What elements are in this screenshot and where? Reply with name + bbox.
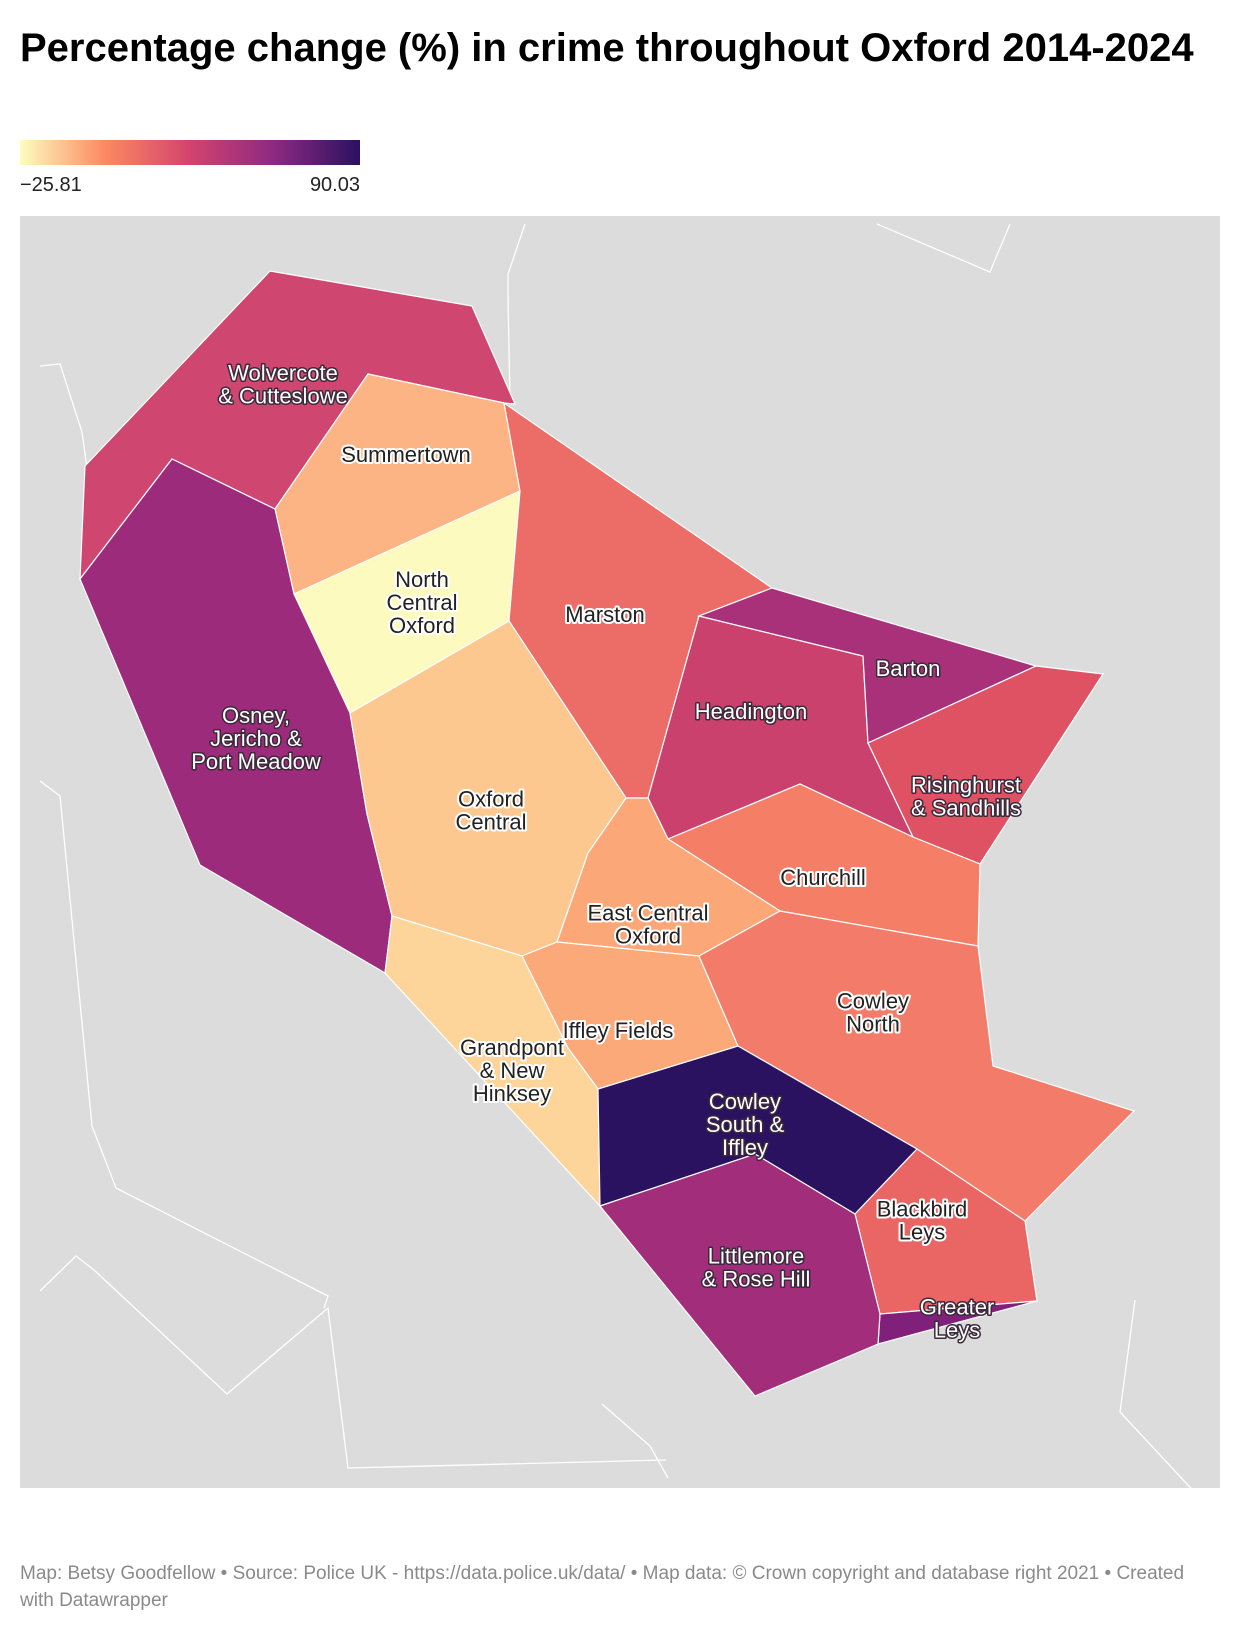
ward-label-cowley-south: Cowley South & Iffley: [706, 1089, 785, 1160]
map-title: Percentage change (%) in crime throughou…: [20, 26, 1194, 70]
ward-label-east-central: East Central Oxford: [587, 901, 708, 949]
ward-label-line: & Sandhills: [911, 796, 1021, 821]
ward-label-line: & Rose Hill: [702, 1267, 811, 1292]
ward-label-barton: Barton: [876, 656, 941, 681]
ward-label-line: East Central: [587, 901, 708, 926]
ward-label-blackbird-leys: Blackbird Leys: [877, 1197, 967, 1245]
ward-label-line: Central: [456, 810, 527, 835]
footer-created: • Created with Datawrapper: [20, 1563, 1185, 1611]
surrounding-boundaries: [39, 223, 1192, 1488]
map-footer: Map: Betsy Goodfellow • Source: Police U…: [20, 1560, 1210, 1614]
ward-label-cowley-north: Cowley North: [837, 989, 909, 1037]
ward-label-risinghurst: Risinghurst & Sandhills: [911, 773, 1021, 821]
ward-label-line: Central: [387, 590, 458, 615]
ward-label-greater-leys: Greater Leys: [920, 1295, 995, 1343]
ward-label-iffley-fields: Iffley Fields: [563, 1018, 674, 1043]
ward-label-oxford-central: Oxford Central: [456, 787, 527, 835]
ward-label-line: Oxford: [458, 787, 524, 812]
footer-source: • Source: Police UK - https://data.polic…: [220, 1563, 626, 1584]
ward-label-line: Littlemore: [708, 1244, 805, 1269]
ward-label-line: Oxford: [615, 924, 681, 949]
ward-label-line: Headington: [695, 699, 808, 724]
ward-label-headington: Headington: [695, 699, 808, 724]
ward-label-line: Wolvercote: [228, 361, 338, 386]
ward-label-line: Oxford: [389, 613, 455, 638]
ward-label-churchill: Churchill: [780, 865, 866, 890]
ward-regions[interactable]: [79, 270, 1136, 1397]
ward-label-north-central: North Central Oxford: [387, 567, 458, 638]
ward-label-line: Churchill: [780, 865, 866, 890]
ward-label-line: Cowley: [709, 1089, 781, 1114]
ward-label-line: Iffley Fields: [563, 1018, 674, 1043]
ward-label-line: Iffley: [722, 1135, 768, 1160]
ward-label-line: & Cutteslowe: [218, 384, 348, 409]
ward-region-littlemore[interactable]: [598, 1153, 881, 1397]
legend-max-label: 90.03: [309, 174, 360, 196]
ward-label-grandpont: Grandpont & New Hinksey: [460, 1035, 564, 1106]
ward-label-line: Blackbird: [877, 1197, 967, 1222]
ward-label-littlemore: Littlemore & Rose Hill: [702, 1244, 811, 1292]
ward-label-line: Greater: [920, 1295, 995, 1320]
ward-label-summertown: Summertown: [341, 442, 471, 467]
color-legend: −25.81 90.03: [20, 140, 360, 200]
ward-label-line: Leys: [899, 1220, 945, 1245]
ward-label-line: Leys: [934, 1318, 980, 1343]
ward-label-line: Port Meadow: [191, 749, 321, 774]
ward-label-line: Cowley: [837, 989, 909, 1014]
ward-label-osney: Osney, Jericho & Port Meadow: [191, 703, 321, 774]
footer-map-data: • Map data: © Crown copyright and databa…: [630, 1563, 1100, 1584]
footer-credit: Map: Betsy Goodfellow: [20, 1563, 216, 1584]
ward-label-line: South &: [706, 1112, 785, 1137]
legend-min-label: −25.81: [20, 174, 82, 196]
ward-label-line: Jericho &: [210, 726, 302, 751]
legend-gradient-bar: [20, 140, 360, 165]
ward-label-line: Hinksey: [473, 1081, 551, 1106]
ward-label-line: Risinghurst: [911, 773, 1021, 798]
ward-label-line: Osney,: [222, 703, 290, 728]
ward-label-line: North: [846, 1012, 900, 1037]
ward-label-wolvercote: Wolvercote & Cutteslowe: [218, 361, 348, 409]
ward-label-line: Grandpont: [460, 1035, 564, 1060]
ward-label-line: Marston: [565, 602, 644, 627]
ward-label-marston: Marston: [565, 602, 644, 627]
ward-label-line: Barton: [876, 656, 941, 681]
ward-label-line: & New: [480, 1058, 545, 1083]
ward-label-line: North: [395, 567, 449, 592]
ward-label-line: Summertown: [341, 442, 471, 467]
